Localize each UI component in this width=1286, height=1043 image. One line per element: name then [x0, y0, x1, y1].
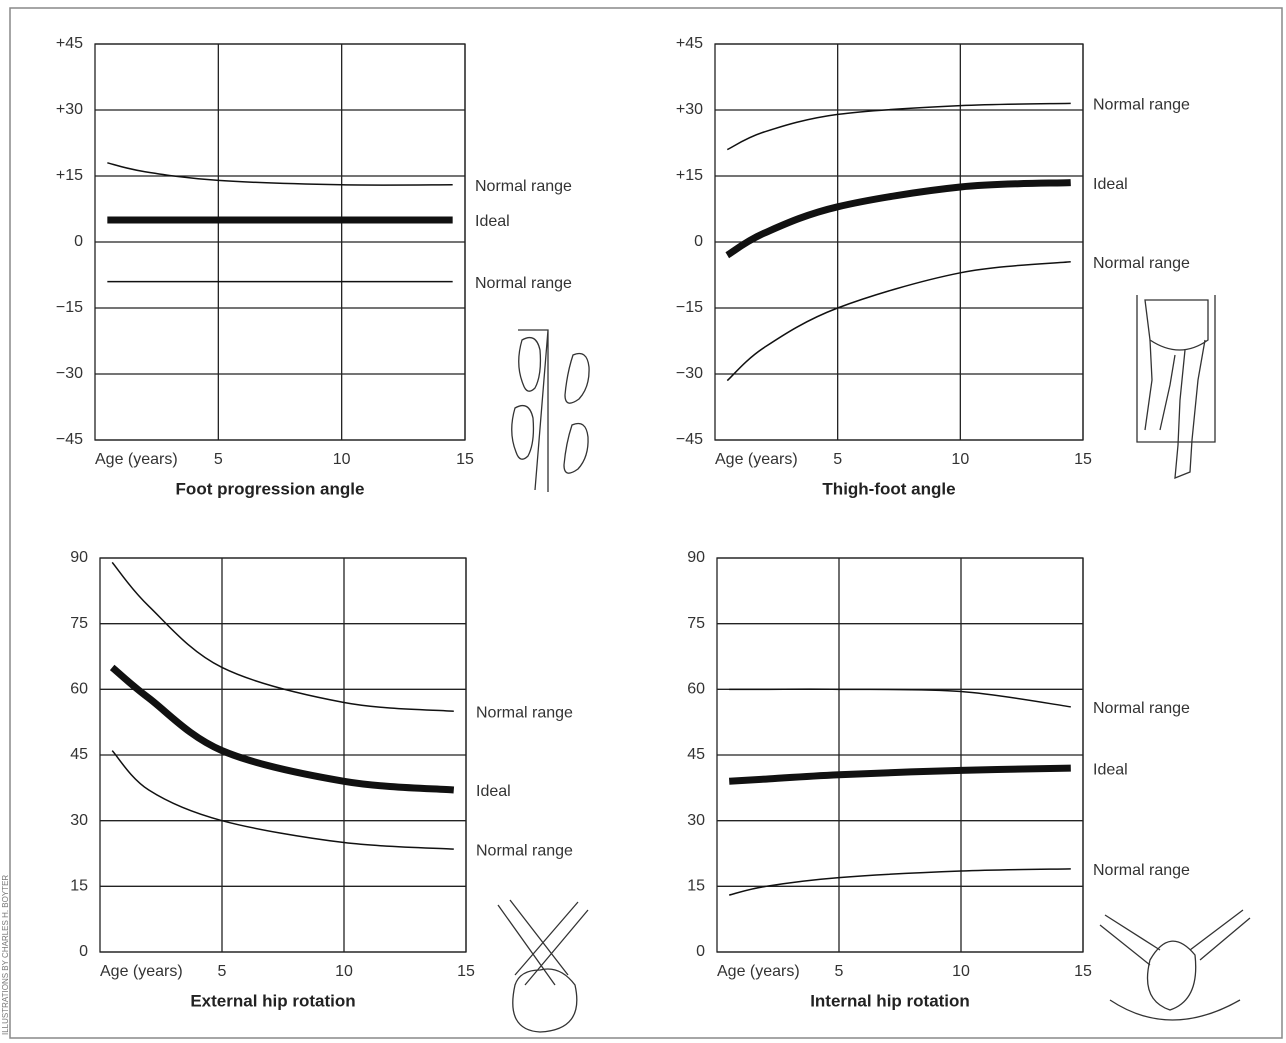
arms-illustration [497, 899, 589, 1033]
y-tick-label: 30 [70, 812, 88, 829]
x-axis-label: Age (years) [95, 451, 178, 468]
y-tick-label: 60 [70, 681, 88, 698]
y-tick-label: −30 [676, 365, 703, 382]
series-label: Normal range [476, 704, 573, 721]
y-tick-label: 60 [687, 681, 705, 698]
x-tick-label: 15 [1074, 963, 1092, 980]
y-tick-label: +15 [676, 167, 703, 184]
y-tick-label: 15 [70, 878, 88, 895]
x-axis-label: Age (years) [715, 451, 798, 468]
x-tick-label: 10 [952, 963, 970, 980]
y-tick-label: 0 [696, 943, 705, 960]
x-axis-label: Age (years) [100, 963, 183, 980]
x-tick-label: 10 [951, 451, 969, 468]
y-tick-label: +45 [56, 35, 83, 52]
y-tick-label: −30 [56, 365, 83, 382]
y-tick-label: 90 [687, 549, 705, 566]
y-tick-label: +45 [676, 35, 703, 52]
y-tick-label: −15 [676, 299, 703, 316]
x-tick-label: 5 [833, 451, 842, 468]
plot-frame [99, 557, 467, 953]
feet-illustration [511, 329, 590, 492]
hip-illustration [1099, 909, 1251, 1021]
chart-title: External hip rotation [190, 991, 355, 1010]
series-label: Normal range [1093, 255, 1190, 272]
y-tick-label: −15 [56, 299, 83, 316]
x-tick-label: 5 [218, 963, 227, 980]
series-line [725, 179, 1071, 259]
y-tick-label: +30 [676, 101, 703, 118]
leg-illustration [1136, 295, 1216, 479]
y-tick-label: 75 [70, 615, 88, 632]
series-label: Normal range [1093, 97, 1190, 114]
series-label: Ideal [1093, 176, 1128, 193]
series-line [726, 261, 1071, 382]
series-label: Normal range [475, 178, 572, 195]
series-label: Normal range [475, 275, 572, 292]
y-tick-label: 0 [74, 233, 83, 250]
x-tick-label: 15 [1074, 451, 1092, 468]
y-tick-label: 0 [694, 233, 703, 250]
series-line [726, 102, 1071, 151]
series-line [107, 162, 453, 186]
y-tick-label: 30 [687, 812, 705, 829]
y-tick-label: 0 [79, 943, 88, 960]
y-tick-label: 45 [687, 746, 705, 763]
x-tick-label: 10 [333, 451, 351, 468]
credit: ILLUSTRATIONS BY CHARLES H. BOYTER [1, 875, 10, 1035]
x-tick-label: 5 [835, 963, 844, 980]
series-line [111, 561, 454, 712]
y-tick-label: 15 [687, 878, 705, 895]
series-line [729, 868, 1071, 896]
plot-frame [714, 43, 1084, 441]
y-tick-label: +30 [56, 101, 83, 118]
chart-title: Thigh-foot angle [822, 479, 955, 498]
series-label: Ideal [475, 213, 510, 230]
series-label: Ideal [476, 783, 511, 800]
y-tick-label: 90 [70, 549, 88, 566]
y-tick-label: +15 [56, 167, 83, 184]
y-tick-label: 45 [70, 746, 88, 763]
y-tick-label: −45 [676, 431, 703, 448]
series-line [728, 764, 1071, 785]
chart-title: Internal hip rotation [810, 991, 970, 1010]
series-label: Ideal [1093, 761, 1128, 778]
x-tick-label: 10 [335, 963, 353, 980]
y-tick-label: −45 [56, 431, 83, 448]
plot-frame [94, 43, 466, 441]
series-label: Normal range [476, 842, 573, 859]
x-tick-label: 5 [214, 451, 223, 468]
chart-title: Foot progression angle [176, 479, 365, 498]
y-tick-label: 75 [687, 615, 705, 632]
figure-border [9, 7, 1283, 1039]
plot-frame [716, 557, 1084, 953]
series-line [729, 688, 1071, 708]
series-label: Normal range [1093, 700, 1190, 717]
x-tick-label: 15 [457, 963, 475, 980]
series-line [109, 664, 455, 794]
x-axis-label: Age (years) [717, 963, 800, 980]
series-label: Normal range [1093, 862, 1190, 879]
x-tick-label: 15 [456, 451, 474, 468]
series-line [111, 750, 454, 850]
